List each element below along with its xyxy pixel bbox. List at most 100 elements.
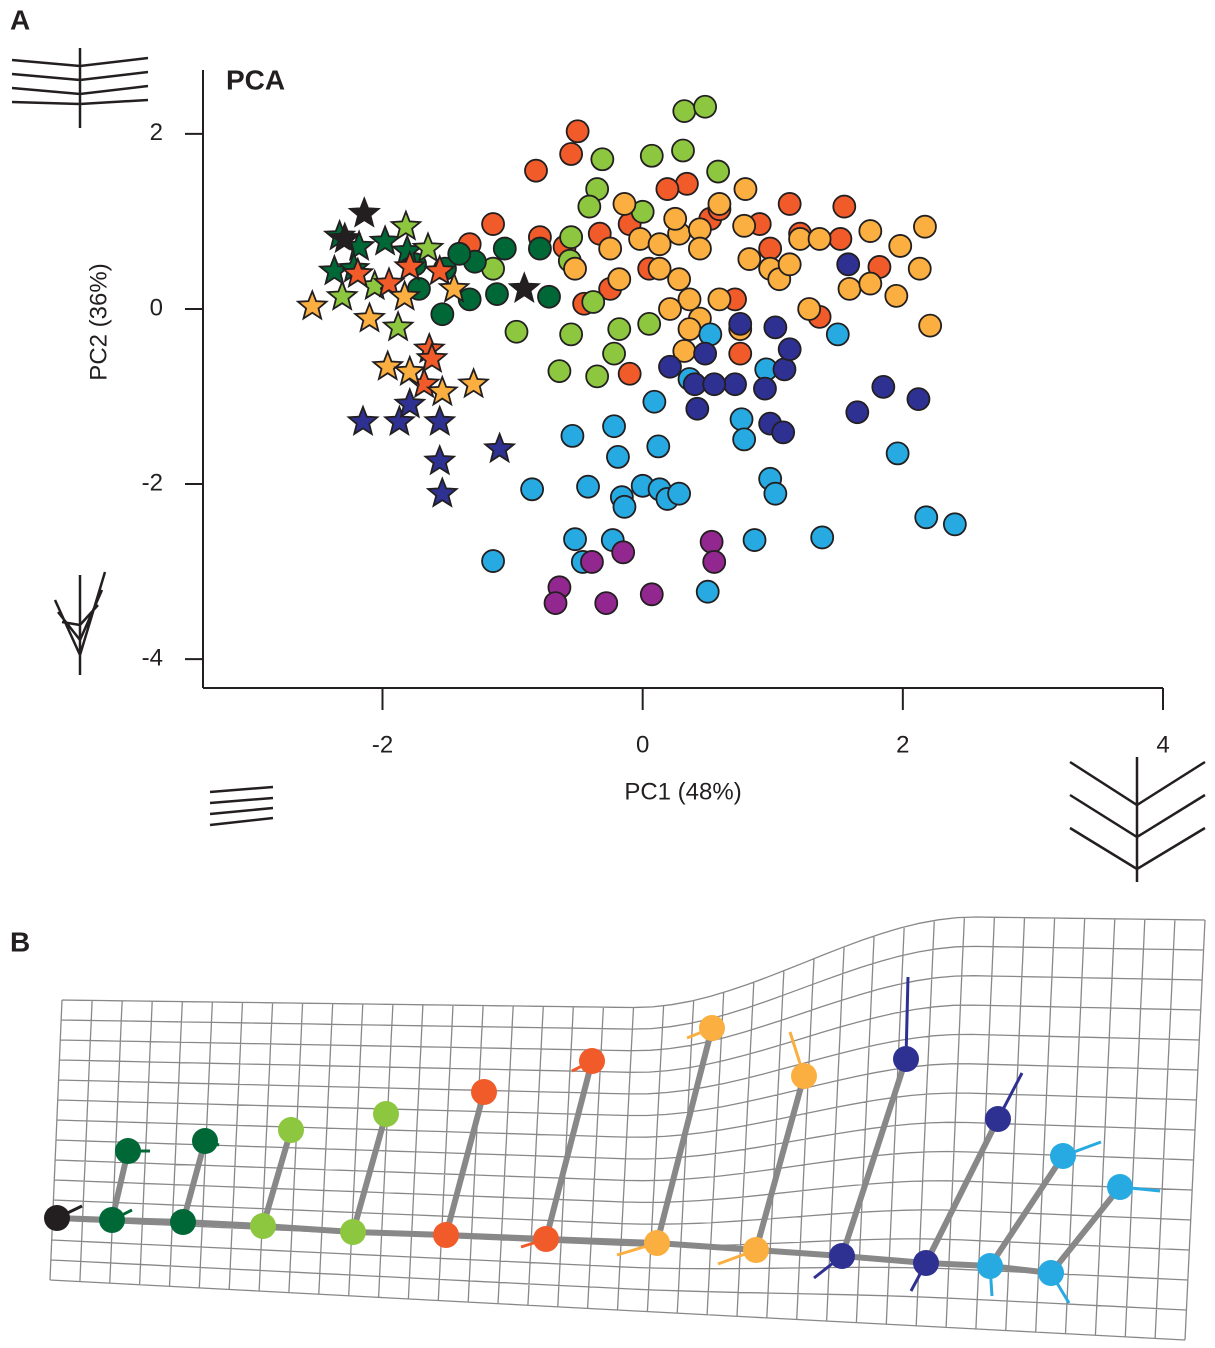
landmark [278, 1117, 304, 1143]
point [675, 171, 699, 196]
y-tick-label: 0 [150, 294, 163, 321]
point [658, 354, 682, 379]
point [504, 319, 529, 344]
landmark [250, 1213, 276, 1239]
point [637, 311, 662, 336]
point [845, 400, 870, 425]
point [524, 158, 548, 183]
point [559, 322, 584, 347]
landmark-shape [44, 976, 1161, 1304]
point [884, 283, 909, 308]
point [481, 212, 505, 236]
shape-line [654, 1027, 715, 1244]
point [581, 290, 606, 314]
point [777, 337, 802, 362]
y-tick-label: -4 [142, 644, 163, 671]
point [777, 192, 802, 216]
point [447, 241, 472, 266]
point [888, 234, 913, 258]
point [677, 287, 702, 312]
point [559, 142, 584, 166]
point [858, 219, 883, 243]
landmark [533, 1226, 559, 1252]
point [706, 159, 731, 184]
shape-line [923, 1117, 1001, 1265]
landmark [743, 1237, 769, 1263]
point [647, 256, 672, 281]
x-tick-label: 0 [636, 731, 649, 758]
point [547, 359, 572, 384]
deformation-grid [49, 916, 1206, 1341]
point [607, 267, 632, 292]
star-point [425, 476, 459, 508]
x-tick-label: -2 [372, 731, 393, 758]
point [837, 276, 862, 301]
landmark [433, 1222, 459, 1248]
point [594, 591, 619, 615]
panel-label: A [10, 4, 30, 35]
star-point [393, 249, 427, 282]
point [723, 372, 747, 397]
point [646, 434, 671, 459]
point [559, 225, 584, 250]
landmark [1038, 1260, 1064, 1286]
point [606, 445, 630, 469]
landmark [192, 1128, 218, 1154]
star-point [352, 301, 387, 333]
point [667, 267, 691, 292]
plot-area: -2 0 2 4 2 0 -2 -4 [142, 70, 1170, 758]
star-point [423, 404, 457, 436]
star-point [372, 266, 406, 298]
point [732, 213, 757, 238]
landmark [1050, 1143, 1076, 1169]
point [702, 550, 727, 574]
star-point [371, 349, 405, 381]
landmark [913, 1250, 939, 1276]
shape-line [260, 1129, 294, 1227]
star-point [411, 231, 445, 263]
point [560, 423, 585, 448]
star-point [507, 271, 541, 304]
point [617, 361, 642, 386]
point [699, 529, 724, 554]
point [492, 236, 517, 261]
star-point [456, 366, 491, 399]
x-tick-label: 2 [896, 731, 909, 758]
grid-lines [49, 916, 1206, 1341]
shape-line [180, 1140, 208, 1223]
point [871, 374, 896, 399]
point [520, 477, 545, 502]
point [733, 177, 758, 201]
landmark [170, 1209, 196, 1235]
shape-line [753, 1075, 807, 1251]
point [628, 227, 652, 251]
point [563, 256, 587, 281]
point [611, 540, 636, 565]
point [672, 99, 697, 124]
star-point [425, 374, 459, 407]
point [642, 389, 667, 414]
point [537, 284, 561, 309]
y-axis-label: PC2 (36%) [85, 263, 112, 380]
star-point [328, 221, 362, 254]
landmark [985, 1106, 1011, 1132]
star-point [341, 256, 375, 289]
star-point [482, 431, 517, 464]
landmark [829, 1243, 855, 1269]
point [728, 311, 753, 336]
point [430, 302, 455, 327]
landmark [115, 1138, 141, 1164]
point [602, 414, 626, 439]
point [763, 315, 788, 340]
point [658, 297, 682, 321]
point [707, 192, 732, 216]
point [667, 481, 691, 506]
point [576, 474, 600, 499]
point [663, 206, 688, 231]
landmark [644, 1230, 670, 1256]
point [457, 287, 482, 312]
landmark [373, 1101, 399, 1127]
point [832, 194, 857, 219]
point [685, 396, 710, 421]
